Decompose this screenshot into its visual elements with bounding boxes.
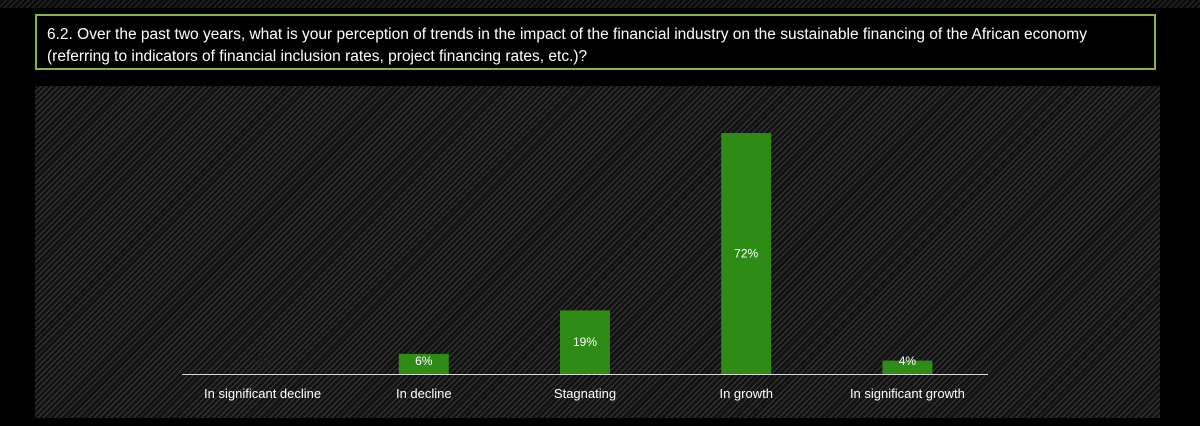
- category-label-2: Stagnating: [554, 386, 616, 401]
- question-text: 6.2. Over the past two years, what is yo…: [47, 26, 1087, 65]
- category-label-4: In significant growth: [850, 386, 965, 401]
- question-box: 6.2. Over the past two years, what is yo…: [35, 14, 1156, 70]
- bar-chart: 0% In significant decline 6% In decline 19% S…: [182, 133, 988, 401]
- data-label-3: 72%: [734, 247, 758, 261]
- chart-area: 0% In significant decline 6% In decline 19% S…: [35, 86, 1160, 418]
- data-label-4: 4%: [899, 354, 917, 368]
- decorative-top-strip: [0, 0, 1200, 8]
- data-label-2: 19%: [573, 335, 597, 349]
- bar-4: [882, 360, 933, 374]
- data-label-1: 6%: [415, 354, 433, 368]
- bar-3: [721, 133, 772, 374]
- bar-1: [398, 353, 449, 374]
- data-label-0: 0%: [254, 354, 272, 368]
- category-label-3: In growth: [719, 386, 772, 401]
- category-label-0: In significant decline: [204, 386, 321, 401]
- category-label-1: In decline: [396, 386, 452, 401]
- bar-2: [560, 310, 610, 374]
